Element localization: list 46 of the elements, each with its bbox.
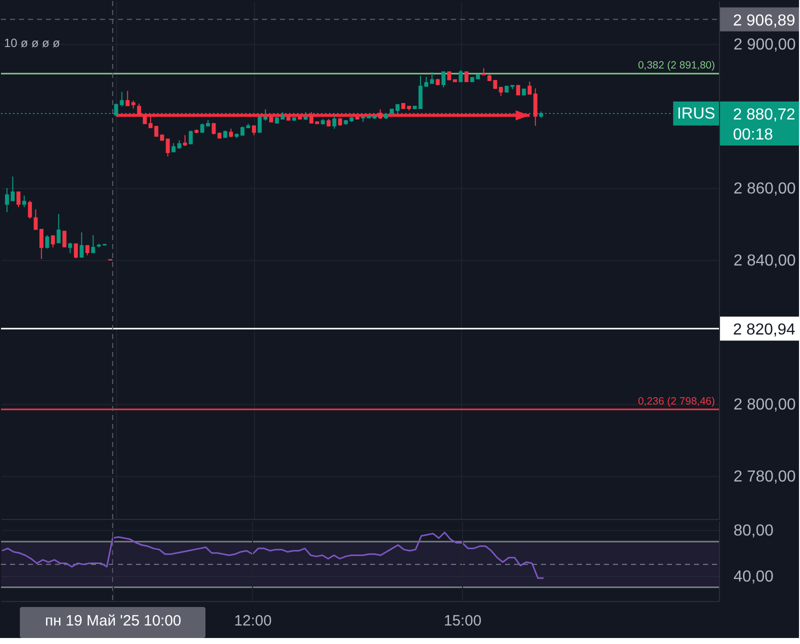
candlestick bbox=[45, 234, 50, 249]
annotation: IRUS bbox=[676, 106, 716, 123]
candlestick bbox=[166, 138, 170, 157]
ref-line-label: 2 906,89 bbox=[733, 12, 796, 30]
candlestick bbox=[91, 234, 96, 253]
candlestick bbox=[80, 232, 84, 258]
y-tick-label: 40,00 bbox=[734, 568, 774, 586]
x-tick-label: 15:00 bbox=[444, 612, 482, 630]
y-tick-label: 80,00 bbox=[734, 522, 774, 540]
candlestick bbox=[516, 85, 520, 96]
candlestick bbox=[85, 245, 90, 256]
candlestick bbox=[22, 195, 26, 208]
candlestick bbox=[62, 230, 66, 248]
ref-line-label: 2 820,94 bbox=[733, 322, 796, 339]
y-tick-label: 2 860,00 bbox=[734, 180, 796, 198]
x-tick-label: пн 19 Май '25 10:00 bbox=[45, 612, 182, 630]
candlestick bbox=[68, 242, 72, 254]
candlestick bbox=[28, 200, 32, 220]
candlestick bbox=[183, 134, 188, 146]
ref-line-label: 2 880,72 00:18 bbox=[733, 106, 796, 144]
candlestick bbox=[332, 116, 336, 130]
candlestick bbox=[56, 213, 61, 244]
candlestick bbox=[50, 235, 55, 248]
candlestick bbox=[528, 81, 532, 95]
candlestick bbox=[441, 71, 446, 88]
x-tick-label: 12:00 bbox=[234, 612, 272, 630]
candlestick bbox=[188, 130, 193, 144]
y-tick-label: 2 800,00 bbox=[734, 396, 796, 414]
candlestick bbox=[464, 71, 468, 82]
y-tick-label: 2 780,00 bbox=[734, 468, 796, 486]
candlestick bbox=[126, 90, 130, 106]
y-tick-label: 2 900,00 bbox=[734, 36, 796, 54]
y-tick-label: 2 840,00 bbox=[734, 252, 796, 270]
candlestick bbox=[258, 116, 262, 133]
candlestick bbox=[34, 208, 38, 230]
candlestick bbox=[16, 192, 20, 208]
candlestick bbox=[252, 125, 256, 136]
annotation: 0,236 (2 798,46) bbox=[638, 395, 715, 408]
candlestick bbox=[74, 243, 78, 259]
line-series bbox=[1, 532, 544, 579]
candlestick bbox=[39, 228, 44, 260]
candlestick bbox=[533, 88, 538, 126]
annotation: 0,382 (2 891,80) bbox=[638, 60, 715, 72]
candlestick bbox=[458, 70, 463, 82]
candlestick bbox=[120, 92, 124, 107]
annotation: 10 ø ø ø ø bbox=[4, 36, 61, 50]
